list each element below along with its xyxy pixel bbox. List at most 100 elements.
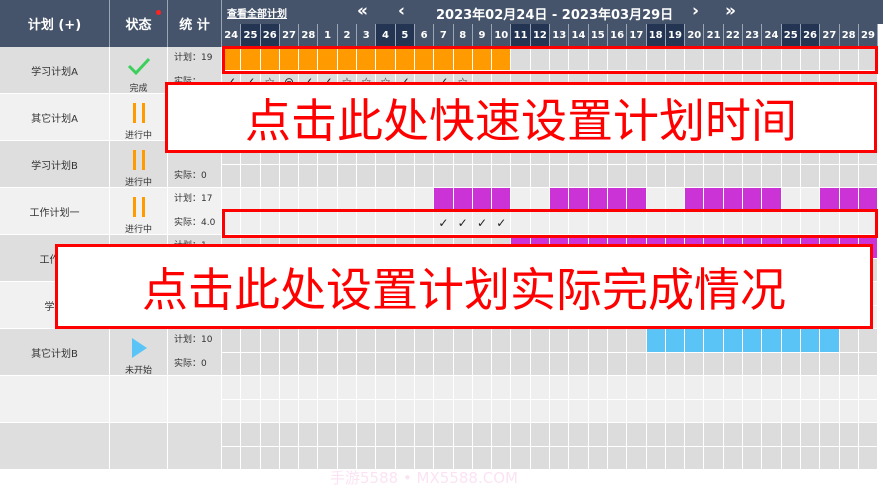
actual-cell[interactable]	[839, 399, 859, 423]
plan-cell[interactable]	[723, 423, 744, 447]
actual-cell[interactable]	[588, 399, 608, 423]
plan-name[interactable]: 学习计划B	[0, 141, 110, 188]
actual-cell[interactable]	[260, 399, 280, 423]
actual-cell[interactable]	[743, 352, 763, 376]
actual-cell[interactable]	[472, 164, 493, 188]
plan-cell[interactable]	[530, 376, 551, 400]
day-header[interactable]: 6	[414, 24, 435, 47]
last-page-icon[interactable]: »	[725, 1, 736, 21]
plan-cell[interactable]	[472, 376, 493, 400]
plan-cell[interactable]	[665, 188, 686, 212]
actual-cell[interactable]	[627, 446, 647, 470]
actual-cell[interactable]	[453, 164, 473, 188]
plan-cell[interactable]	[550, 329, 570, 353]
plan-cell[interactable]	[241, 376, 261, 400]
plan-name[interactable]	[0, 376, 110, 423]
actual-cell[interactable]	[762, 399, 782, 423]
plan-cell[interactable]	[222, 188, 242, 212]
plan-cell[interactable]	[434, 188, 454, 212]
actual-cell[interactable]	[492, 446, 512, 470]
plan-cell[interactable]	[511, 376, 531, 400]
plan-cell[interactable]	[492, 188, 512, 212]
plan-cell[interactable]	[743, 47, 763, 71]
actual-cell[interactable]	[337, 446, 358, 470]
plan-cell[interactable]	[472, 188, 493, 212]
actual-cell[interactable]	[530, 399, 551, 423]
plan-cell[interactable]	[723, 376, 744, 400]
day-header[interactable]: 18	[646, 24, 666, 47]
actual-cell[interactable]	[376, 211, 396, 235]
status-cell[interactable]: 进行中	[110, 94, 168, 141]
plan-cell[interactable]	[434, 423, 454, 447]
plan-cell[interactable]	[299, 423, 319, 447]
actual-cell[interactable]	[241, 211, 261, 235]
actual-cell[interactable]	[395, 399, 415, 423]
plan-cell[interactable]	[357, 423, 377, 447]
actual-cell[interactable]	[607, 164, 628, 188]
plan-cell[interactable]	[260, 423, 280, 447]
actual-cell[interactable]	[627, 164, 647, 188]
actual-cell[interactable]	[723, 399, 744, 423]
actual-cell[interactable]	[318, 211, 338, 235]
actual-cell[interactable]	[279, 211, 300, 235]
actual-cell[interactable]	[646, 211, 666, 235]
actual-cell[interactable]	[665, 399, 686, 423]
day-header[interactable]: 15	[588, 24, 608, 47]
actual-cell[interactable]	[685, 164, 705, 188]
plan-cell[interactable]	[723, 188, 744, 212]
actual-cell[interactable]	[858, 352, 879, 376]
plan-cell[interactable]	[414, 329, 435, 353]
day-header[interactable]: 21	[704, 24, 724, 47]
plan-name[interactable]: 学习计划A	[0, 47, 110, 94]
plan-cell[interactable]	[704, 376, 724, 400]
actual-cell[interactable]	[646, 164, 666, 188]
day-header[interactable]: 3	[357, 24, 377, 47]
actual-cell[interactable]	[299, 446, 319, 470]
plan-cell[interactable]	[665, 423, 686, 447]
plan-cell[interactable]	[800, 423, 821, 447]
actual-cell[interactable]	[453, 352, 473, 376]
plan-cell[interactable]	[453, 423, 473, 447]
actual-cell[interactable]	[337, 211, 358, 235]
status-cell[interactable]: 完成	[110, 47, 168, 94]
day-header[interactable]: 29	[858, 24, 879, 47]
actual-cell[interactable]	[781, 211, 801, 235]
plan-cell[interactable]	[279, 329, 300, 353]
plan-cell[interactable]	[299, 188, 319, 212]
day-header[interactable]: 4	[376, 24, 396, 47]
actual-cell[interactable]	[858, 399, 879, 423]
actual-cell[interactable]	[781, 446, 801, 470]
plan-cell[interactable]	[627, 376, 647, 400]
actual-cell[interactable]	[839, 164, 859, 188]
plan-cell[interactable]	[665, 47, 686, 71]
actual-cell[interactable]	[414, 352, 435, 376]
day-header[interactable]: 19	[665, 24, 686, 47]
actual-cell[interactable]	[472, 446, 493, 470]
actual-cell[interactable]	[627, 399, 647, 423]
actual-cell[interactable]	[839, 352, 859, 376]
day-header[interactable]: 17	[627, 24, 647, 47]
plan-cell[interactable]	[318, 423, 338, 447]
actual-cell[interactable]	[395, 211, 415, 235]
plan-cell[interactable]	[646, 188, 666, 212]
actual-cell[interactable]	[858, 164, 879, 188]
actual-cell[interactable]	[588, 446, 608, 470]
plan-cell[interactable]	[781, 423, 801, 447]
actual-cell[interactable]	[357, 164, 377, 188]
plan-cell[interactable]	[607, 376, 628, 400]
actual-cell[interactable]	[241, 399, 261, 423]
plan-cell[interactable]	[762, 47, 782, 71]
plan-cell[interactable]	[704, 188, 724, 212]
plan-cell[interactable]	[376, 188, 396, 212]
actual-cell[interactable]	[511, 211, 531, 235]
plan-cell[interactable]	[800, 376, 821, 400]
actual-cell[interactable]	[260, 352, 280, 376]
actual-cell[interactable]	[607, 352, 628, 376]
actual-cell[interactable]	[530, 164, 551, 188]
plan-cell[interactable]	[569, 188, 589, 212]
actual-cell[interactable]	[569, 211, 589, 235]
plan-cell[interactable]	[550, 47, 570, 71]
actual-cell[interactable]	[492, 352, 512, 376]
plan-cell[interactable]	[530, 188, 551, 212]
actual-cell[interactable]	[530, 446, 551, 470]
